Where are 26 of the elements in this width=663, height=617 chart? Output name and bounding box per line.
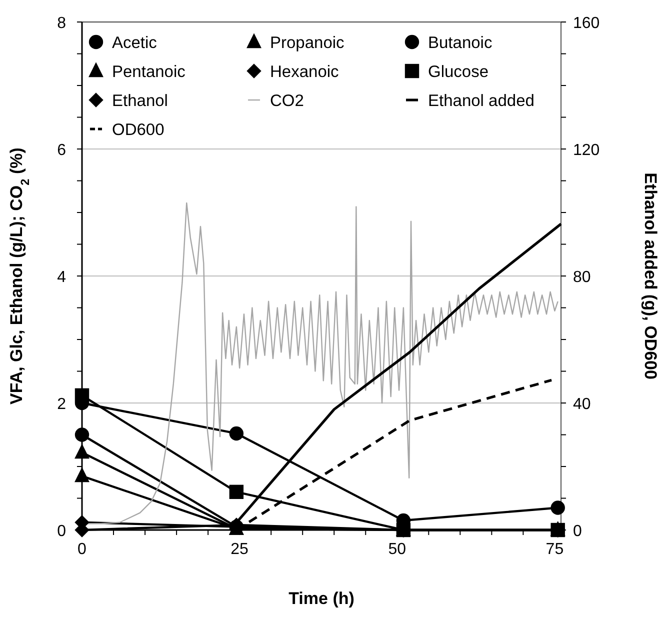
- legend-label: CO2: [270, 92, 304, 110]
- x-tick-label: 75: [546, 541, 564, 558]
- y-tick-label: 4: [57, 269, 66, 286]
- x-tick-label: 0: [78, 541, 87, 558]
- y-tick-label: 2: [57, 396, 66, 413]
- legend-label: Acetic: [112, 34, 157, 52]
- x-tick-label: 25: [230, 541, 249, 558]
- legend-label: Hexanoic: [270, 63, 339, 81]
- y2-tick-label: 0: [573, 523, 582, 540]
- legend-label: Ethanol added: [428, 92, 534, 110]
- y2-tick-label: 120: [573, 142, 600, 159]
- y2-tick-label: 160: [573, 15, 600, 32]
- legend-label: Butanoic: [428, 34, 492, 52]
- x-axis-title: Time (h): [288, 589, 354, 608]
- y-tick-label: 0: [57, 523, 66, 540]
- y2-tick-label: 40: [573, 396, 591, 413]
- y-tick-label: 6: [57, 142, 66, 159]
- y2-axis-title: Ethanol added (g), OD600: [641, 172, 660, 380]
- y2-tick-label: 80: [573, 269, 591, 286]
- legend-label: Pentanoic: [112, 63, 186, 81]
- legend-label: OD600: [112, 121, 164, 139]
- legend-label: Ethanol: [112, 92, 168, 110]
- x-tick-label: 50: [388, 541, 406, 558]
- y-tick-label: 8: [57, 15, 66, 32]
- legend-label: Propanoic: [270, 34, 344, 52]
- legend-label: Glucose: [428, 63, 489, 81]
